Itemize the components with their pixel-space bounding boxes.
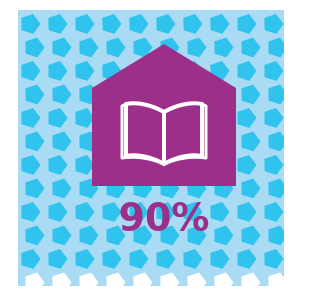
page: 90% (() => { const data = JSON.parse(doc…: [0, 0, 289, 293]
infographic: 90%: [0, 0, 289, 293]
pattern-shape: [268, 179, 287, 199]
pattern-shape: [268, 85, 287, 105]
pattern-shape: [268, 226, 287, 246]
pattern-shape: [268, 132, 287, 152]
stat-label: 90%: [119, 196, 210, 240]
pattern-shape: [268, 273, 287, 293]
pattern-shape: [268, 38, 287, 58]
